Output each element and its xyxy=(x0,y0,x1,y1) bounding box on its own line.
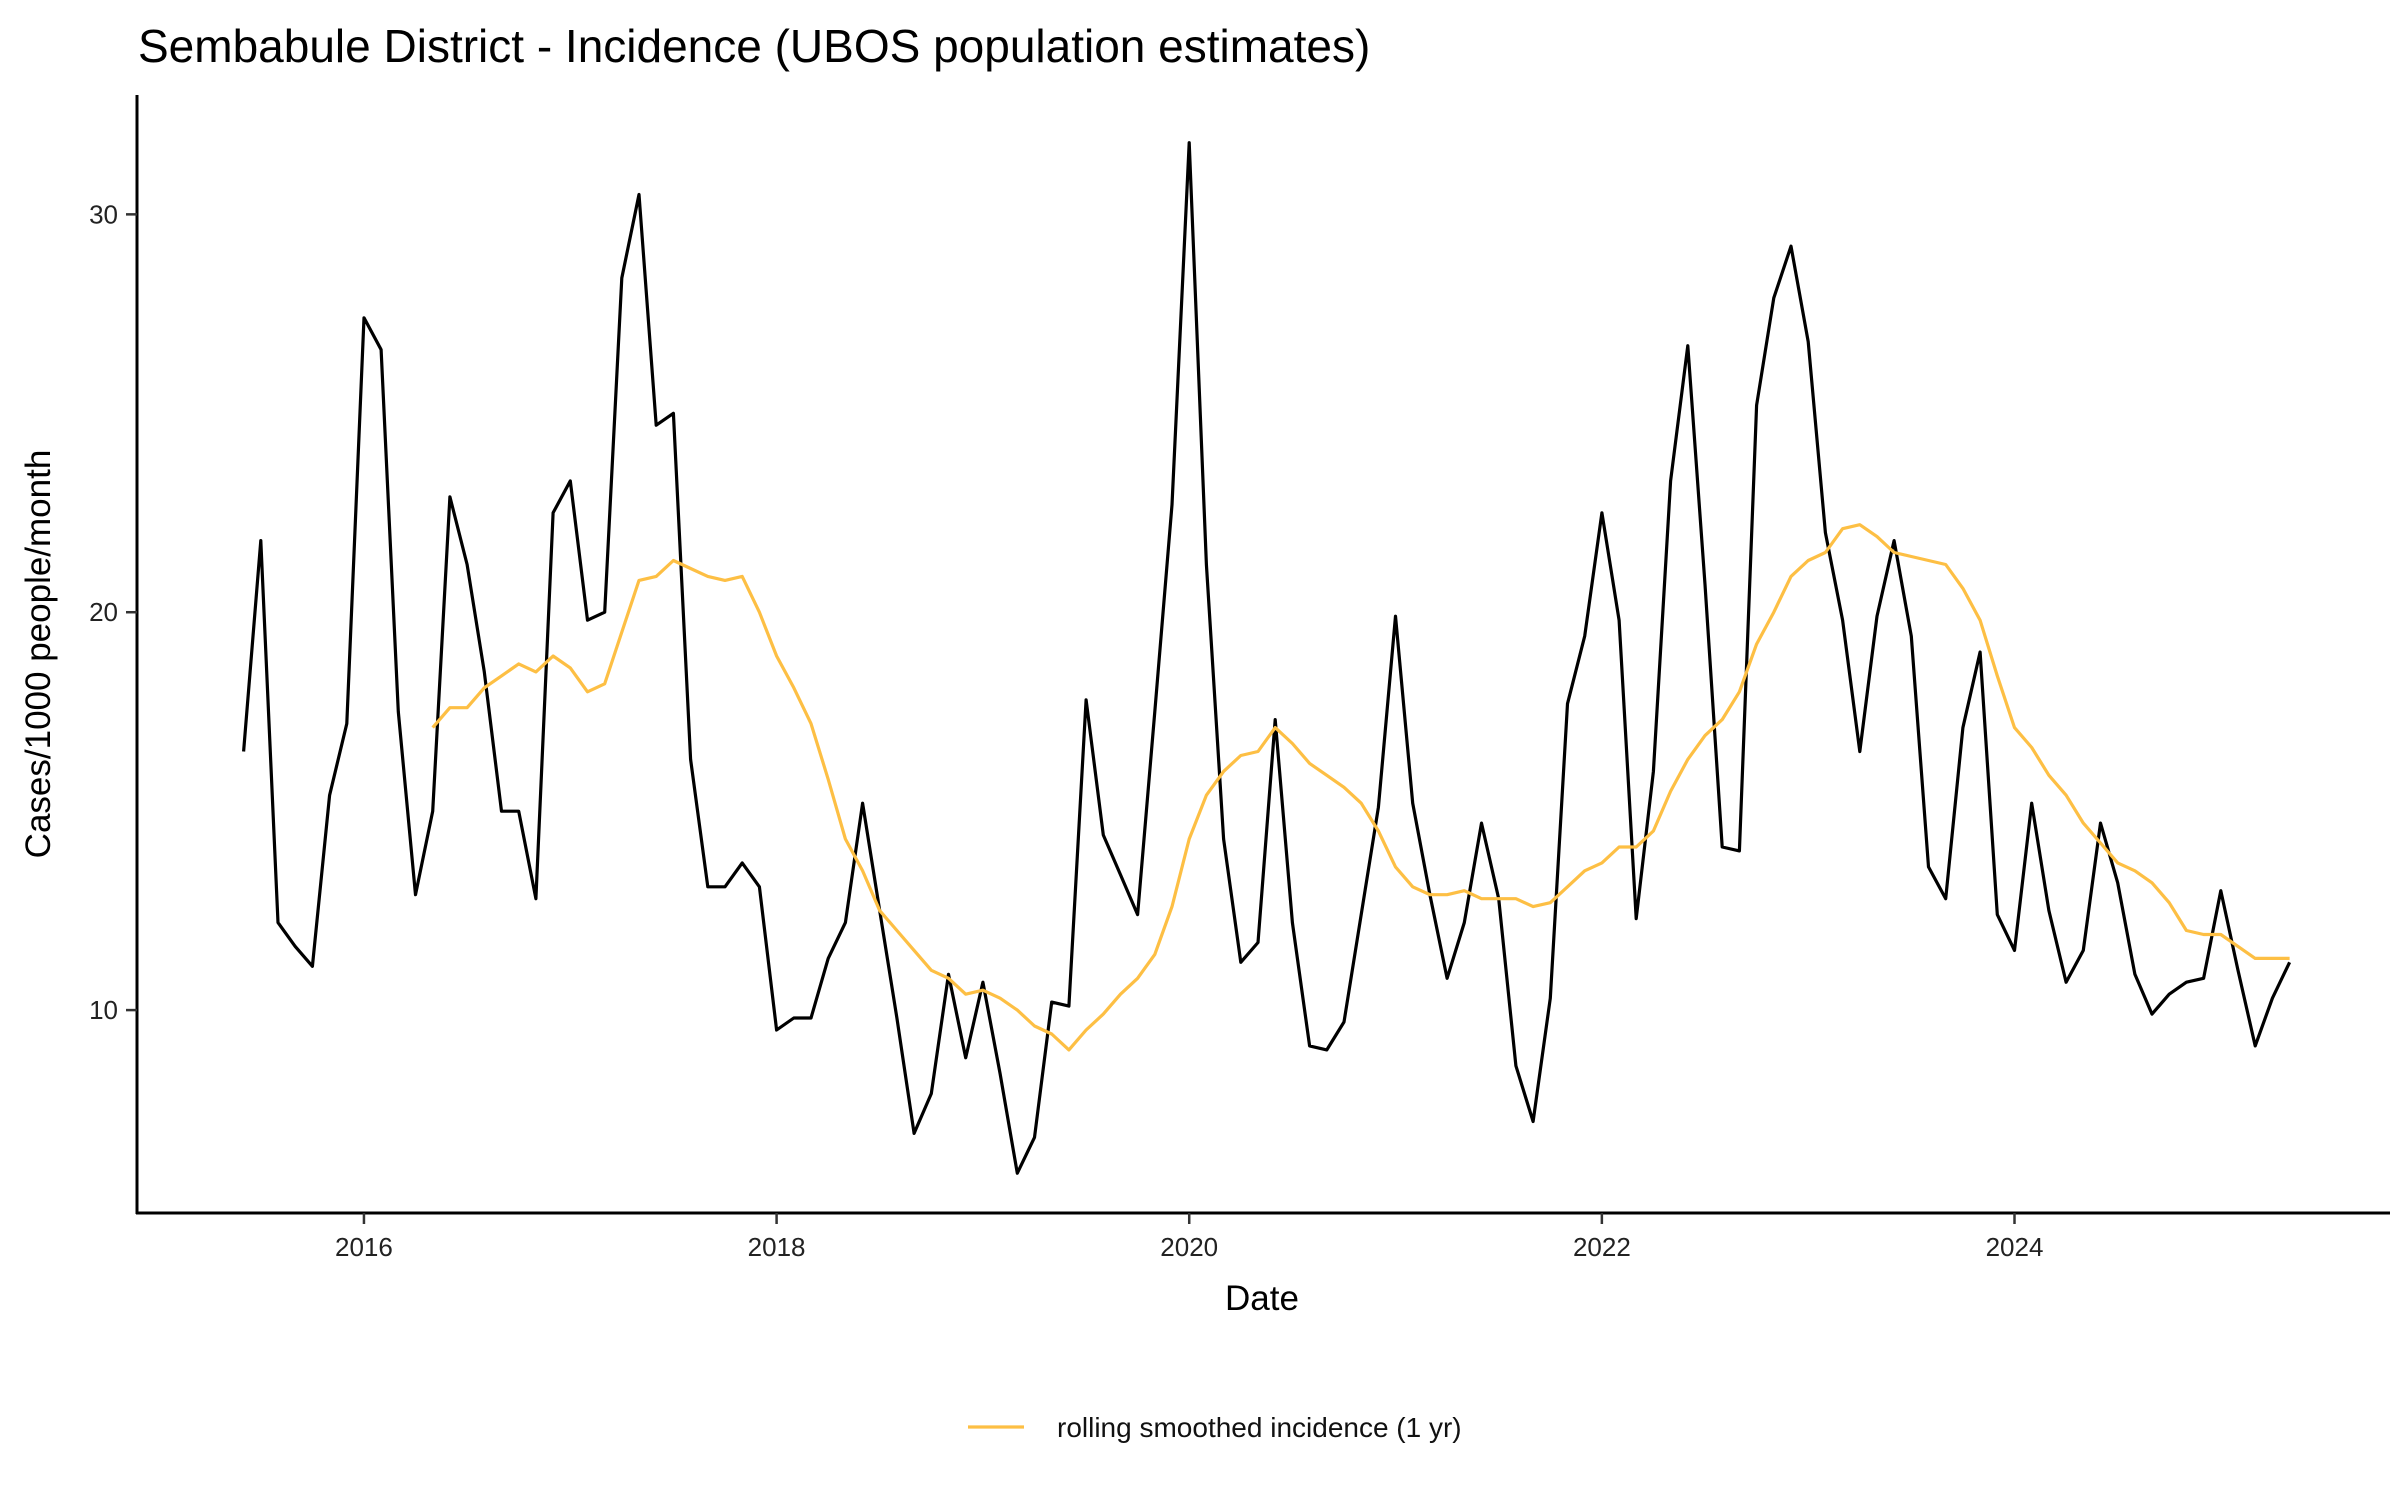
y-tick-label: 20 xyxy=(89,597,118,627)
legend-label-smoothed: rolling smoothed incidence (1 yr) xyxy=(1057,1412,1462,1443)
x-ticks: 2016 2018 2020 2022 2024 xyxy=(335,1213,2043,1262)
legend: rolling smoothed incidence (1 yr) xyxy=(968,1412,1462,1443)
chart-title: Sembabule District - Incidence (UBOS pop… xyxy=(138,20,1370,72)
x-tick-label: 2018 xyxy=(748,1232,806,1262)
series-line-smoothed xyxy=(431,523,2290,1052)
x-tick-label: 2024 xyxy=(1986,1232,2044,1262)
y-tick-label: 10 xyxy=(89,995,118,1025)
series-line-incidence xyxy=(242,141,2292,1175)
x-tick-label: 2016 xyxy=(335,1232,393,1262)
y-tick-label: 30 xyxy=(89,199,118,229)
x-tick-label: 2022 xyxy=(1573,1232,1631,1262)
x-axis-label: Date xyxy=(1225,1279,1299,1318)
y-axis-label: Cases/1000 people/month xyxy=(19,450,58,859)
x-tick-label: 2020 xyxy=(1160,1232,1218,1262)
y-ticks: 10 20 30 xyxy=(89,199,137,1025)
